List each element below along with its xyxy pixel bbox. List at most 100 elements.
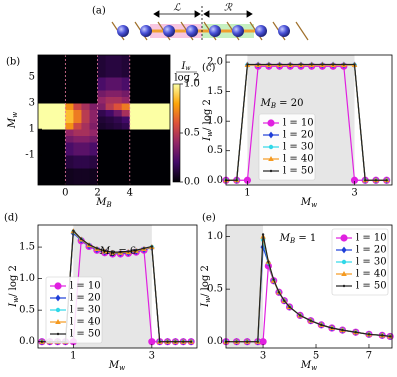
heatmap-cell: [145, 109, 170, 117]
x-axis-label: Mw: [300, 360, 317, 373]
heatmap-cell: [38, 96, 50, 104]
heatmap-cell: [89, 77, 98, 91]
plot-frame: [225, 224, 393, 349]
heatmap-cell: [89, 168, 98, 185]
y-tick-label: 1.0: [207, 231, 223, 242]
heatmap-cell: [81, 77, 90, 91]
heatmap-cell: [97, 103, 107, 110]
marker: [278, 63, 281, 66]
marker: [72, 229, 75, 232]
heatmap-cell: [38, 168, 50, 185]
heatmap-cell: [145, 135, 170, 143]
y-tick-label: 0.5: [207, 145, 223, 156]
marker: [353, 63, 356, 66]
legend-label: l = 20: [356, 245, 387, 256]
heatmap-cell: [81, 109, 90, 117]
marker: [87, 243, 91, 246]
marker: [342, 284, 346, 288]
heatmap-cell: [129, 135, 147, 143]
label-sub: w: [12, 297, 20, 303]
heatmap-cell: [81, 129, 90, 136]
marker: [309, 319, 312, 322]
x-tick-label: 7: [366, 351, 372, 362]
heatmap-cell: [65, 129, 74, 136]
marker: [330, 326, 334, 330]
heatmap-cell: [105, 55, 115, 78]
heatmap-cell: [113, 77, 123, 91]
label-sub: B: [106, 201, 112, 209]
heatmap-cell: [65, 55, 74, 78]
legend-label: l = 30: [356, 257, 387, 268]
marker: [142, 247, 146, 250]
marker: [127, 250, 130, 253]
heatmap-cell: [129, 77, 147, 91]
heatmap-cell: [89, 129, 98, 136]
heatmap-cell: [145, 103, 170, 110]
panel-label: (a): [92, 6, 106, 17]
heatmap-cell: [105, 168, 115, 185]
marker: [111, 250, 114, 254]
plot-frame: [225, 54, 393, 186]
heatmap-cell: [145, 96, 170, 104]
y-tick-label: 0.0: [19, 336, 35, 347]
marker: [367, 333, 371, 336]
label-main: M: [300, 360, 312, 371]
y-tick-label: 5: [29, 72, 35, 83]
y-tick-label: 1.0: [207, 116, 223, 127]
legend-box: [331, 228, 389, 296]
heatmap-cell: [121, 55, 131, 78]
heatmap-cell: [38, 135, 50, 143]
heatmap-cell: [38, 77, 50, 91]
heatmap-cell: [129, 103, 147, 110]
heatmap-cell: [65, 103, 74, 110]
heatmap-cell: [105, 135, 115, 143]
colorbar-label: Iw: [180, 61, 191, 72]
heatmap-cell: [65, 109, 74, 117]
legend-label: l = 10: [70, 281, 101, 292]
heatmap-cell: [145, 129, 170, 136]
right-label: ℛ: [224, 3, 233, 14]
marker: [299, 63, 303, 66]
legend-box: [258, 113, 316, 181]
heatmap-cell: [113, 168, 123, 185]
heatmap-cell: [89, 116, 98, 123]
annotation: MB = 20: [260, 98, 304, 111]
marker: [150, 245, 154, 248]
marker: [341, 259, 347, 265]
heatmap-cell: [105, 116, 115, 123]
heatmap-cell: [105, 103, 115, 110]
x-axis-label: Mw: [300, 197, 317, 210]
label-rest: = 20: [276, 98, 303, 109]
heatmap-cell: [145, 142, 170, 156]
y-axis-label: Iw/ log 2: [200, 265, 213, 308]
y-tick-label: 1.5: [207, 86, 223, 97]
heatmap-cell: [73, 55, 82, 78]
heatmap-cell: [49, 96, 66, 104]
label-sub: B: [109, 250, 115, 258]
heatmap-cell: [129, 90, 147, 97]
marker: [182, 340, 185, 343]
legend-label: l = 40: [70, 317, 101, 328]
heatmap-cell: [121, 142, 131, 156]
x-tick-label: 2: [94, 188, 100, 199]
marker: [56, 332, 60, 336]
marker: [310, 63, 313, 66]
heatmap-cell: [38, 122, 50, 130]
heatmap-cell: [65, 122, 74, 130]
heatmap-cell: [81, 155, 90, 169]
label-sub: B: [270, 102, 276, 110]
marker: [166, 340, 169, 343]
marker: [321, 63, 324, 66]
heatmap-cell: [97, 109, 107, 117]
marker: [341, 271, 347, 276]
left-label: ℒ: [173, 3, 181, 14]
heatmap-cell: [81, 90, 90, 97]
heatmap-cell: [97, 155, 107, 169]
heatmap-cell: [65, 168, 74, 185]
heatmap-cell: [121, 168, 131, 185]
heatmap-cell: [121, 103, 131, 110]
label-sub: w: [204, 297, 212, 303]
marker: [235, 340, 238, 343]
heatmap-cell: [129, 129, 147, 136]
heatmap-cell: [81, 142, 90, 156]
